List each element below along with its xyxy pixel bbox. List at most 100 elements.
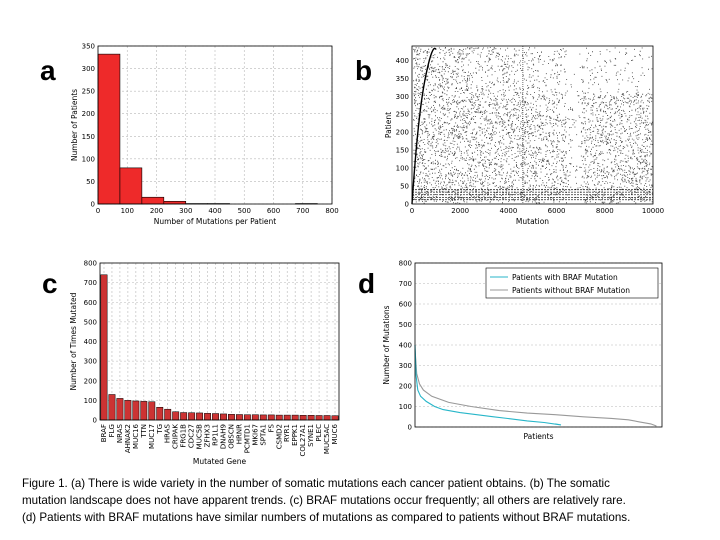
y-tick-label: 600 (399, 301, 412, 309)
gene-label: RP1L1 (212, 424, 220, 446)
figure-caption: Figure 1. (a) There is wide variety in t… (22, 475, 712, 526)
x-tick-label: 400 (208, 207, 221, 215)
gene-label: RYR1 (283, 424, 291, 442)
plot-frame (99, 262, 340, 421)
y-tick-label: 150 (82, 133, 95, 141)
y-tick-label: 700 (84, 279, 97, 287)
plot-frame (97, 45, 333, 205)
y-tick-label: 50 (400, 183, 409, 191)
gene-label: ZFHX3 (204, 424, 212, 447)
gene-label: MUC17 (148, 424, 156, 449)
y-tick-label: 250 (396, 111, 409, 119)
y-tick-label: 100 (82, 155, 95, 163)
y-tick-label: 200 (399, 383, 412, 391)
gene-label: CDC27 (188, 424, 196, 448)
gene-label: FLG (108, 424, 116, 437)
y-tick-label: 250 (82, 88, 95, 96)
panel-label-d: d (358, 268, 376, 299)
gene-label: PLEC (315, 424, 323, 442)
x-tick-label: 8000 (596, 207, 614, 215)
y-tick-label: 400 (396, 57, 409, 65)
panel-label-a: a (40, 55, 56, 86)
caption-line-1: Figure 1. (a) There is wide variety in t… (22, 477, 610, 490)
x-tick-label: 600 (267, 207, 280, 215)
caption-line-3: (d) Patients with BRAF mutations have si… (22, 511, 631, 524)
x-axis-label: Mutated Gene (193, 457, 247, 466)
y-tick-label: 0 (93, 417, 97, 425)
y-tick-label: 500 (399, 321, 412, 329)
x-tick-label: 500 (238, 207, 251, 215)
y-tick-label: 100 (396, 165, 409, 173)
gene-label: SYNE1 (307, 424, 315, 447)
gene-label: FS (267, 423, 275, 432)
gene-label: FRG1B (180, 424, 188, 448)
y-axis-label: Number of Mutations (382, 305, 391, 384)
y-axis-label: Number of Patients (70, 89, 79, 161)
y-tick-label: 0 (91, 201, 95, 209)
y-tick-label: 700 (399, 280, 412, 288)
gene-label: EPPK1 (291, 424, 299, 446)
gene-label: TTN (140, 424, 148, 439)
y-tick-label: 0 (408, 424, 412, 432)
gene-label: NRAS (116, 423, 124, 443)
gene-label: CSMD2 (275, 424, 283, 449)
gene-label: MUC5AC (323, 424, 331, 454)
gene-label: MUC16 (132, 423, 140, 449)
panel-label-c: c (42, 268, 58, 299)
y-tick-label: 500 (84, 318, 97, 326)
gene-label: OBSCN (227, 424, 235, 449)
x-axis-label: Patients (523, 432, 553, 441)
x-tick-label: 2000 (451, 207, 469, 215)
gene-label: AHNAK2 (124, 424, 132, 453)
plot-frame (411, 45, 654, 205)
y-tick-label: 200 (84, 377, 97, 385)
y-tick-label: 150 (396, 147, 409, 155)
y-axis-label: Number of Times Mutated (69, 292, 78, 390)
legend-box (485, 267, 659, 299)
gene-label: MUC6 (331, 423, 339, 444)
plot-frame (414, 262, 663, 428)
gene-label: MKI67 (251, 424, 259, 446)
y-tick-label: 300 (84, 358, 97, 366)
gene-label: COL27A1 (299, 424, 307, 456)
legend-entry: Patients without BRAF Mutation (512, 286, 630, 295)
gene-label: HRAS (164, 423, 172, 443)
y-tick-label: 800 (84, 260, 97, 268)
y-tick-label: 50 (86, 178, 95, 186)
x-tick-label: 6000 (548, 207, 566, 215)
y-tick-label: 350 (396, 75, 409, 83)
gene-label: HRNR (235, 424, 243, 444)
x-axis-label: Mutation (516, 217, 549, 226)
x-axis-label: Number of Mutations per Patient (154, 217, 277, 226)
y-tick-label: 300 (399, 362, 412, 370)
series-line-braf (414, 344, 562, 426)
y-tick-label: 400 (84, 338, 97, 346)
panel-label-b: b (355, 55, 373, 86)
x-tick-label: 0 (96, 207, 100, 215)
y-tick-label: 800 (399, 260, 412, 268)
caption-line-2: mutation landscape does not have apparen… (22, 494, 626, 507)
y-tick-label: 100 (399, 403, 412, 411)
x-tick-label: 800 (325, 207, 338, 215)
gene-label: TG (156, 424, 164, 435)
gene-label: MUC5B (196, 424, 204, 450)
x-tick-label: 100 (121, 207, 134, 215)
legend-entry: Patients with BRAF Mutation (512, 273, 618, 282)
y-tick-label: 100 (84, 397, 97, 405)
y-tick-label: 600 (84, 299, 97, 307)
diagonal-curve (411, 47, 437, 205)
y-tick-label: 400 (399, 342, 412, 350)
y-tick-label: 0 (405, 201, 409, 209)
gene-label: PCMTD1 (243, 424, 251, 453)
gene-label: CRIPAK (172, 424, 180, 449)
series-line-non-braf (414, 349, 657, 427)
gene-label: BRAF (100, 424, 108, 442)
y-tick-label: 200 (396, 129, 409, 137)
gene-label: DNAH9 (219, 424, 227, 449)
y-tick-label: 200 (82, 110, 95, 118)
x-tick-label: 700 (296, 207, 309, 215)
